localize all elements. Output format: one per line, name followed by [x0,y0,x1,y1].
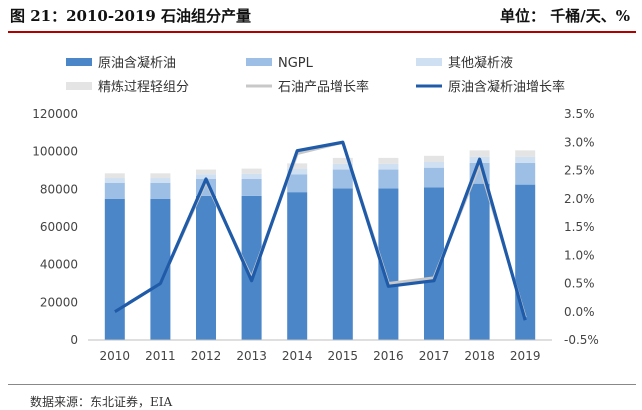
bar-segment-1 [378,169,399,189]
unit-label: 单位： 千桶/天、% [500,7,630,25]
bar-segment-3 [378,157,399,164]
bar-segment-2 [104,178,125,183]
y-right-tick-label: 0.5% [564,277,595,291]
bar-segment-1 [424,167,444,188]
bar-segment-0 [424,187,444,340]
y-right-tick-label: 1.5% [564,220,595,234]
y-left-tick-label: 80000 [40,182,78,196]
x-tick-label: 2010 [100,349,131,363]
bar-segment-3 [241,168,262,174]
bar-segment-3 [196,169,216,175]
y-right-tick-label: 3.0% [564,135,595,149]
x-tick-label: 2016 [373,349,404,363]
bar-segment-2 [332,163,353,170]
legend-label-1: NGPL [278,56,314,71]
legend-swatch-1 [246,58,272,66]
condensate-growth-line [113,140,527,321]
bar-segment-0 [150,198,171,340]
title-rule [8,31,636,33]
bar-segment-1 [150,182,171,199]
x-tick-label: 2019 [510,349,541,363]
bar-segment-3 [515,150,536,157]
bar-segment-3 [104,173,125,179]
legend-label-4: 石油产品增长率 [278,79,369,95]
legend-label-3: 精炼过程轻组分 [98,80,189,95]
y-right-tick-label: 2.0% [564,192,595,206]
y-right-tick-label: 1.0% [564,248,595,262]
header: 图 21：2010-2019 石油组分产量 单位： 千桶/天、% [0,0,642,32]
y-left-tick-label: 120000 [32,107,78,121]
y-left-tick-label: 40000 [40,258,78,272]
legend-label-5: 原油含凝析油增长率 [448,79,565,95]
y-left-tick-label: 0 [70,333,78,347]
bar-segment-3 [287,163,308,169]
product-growth-line [114,140,527,318]
x-tick-label: 2015 [328,349,359,363]
bar-segment-0 [287,192,308,340]
legend-swatch-3 [66,82,92,90]
footer-rule [8,384,636,385]
bar-segment-1 [104,182,125,199]
legend-label-0: 原油含凝析油 [98,55,176,71]
bar-segment-2 [196,174,216,179]
y-left-tick-label: 100000 [32,145,78,159]
bar-segment-2 [150,178,171,183]
bar-segment-1 [515,162,536,185]
bar-segment-3 [332,157,353,164]
bar-segment-0 [196,195,216,340]
x-tick-label: 2013 [236,349,267,363]
bar-segment-2 [378,163,399,170]
source-note: 数据来源：东北证券，EIA [30,395,173,409]
y-right-tick-label: 2.5% [564,164,595,178]
y-left-tick-label: 20000 [40,295,78,309]
bar-segment-0 [332,188,353,340]
bar-segment-2 [515,156,536,163]
bar-segment-1 [287,174,308,193]
bar-segment-3 [424,155,444,163]
chart-title: 图 21：2010-2019 石油组分产量 [10,7,252,25]
bar-segment-0 [241,195,262,340]
y-right-tick-label: 0.0% [564,305,595,319]
bar-segment-1 [241,178,262,196]
x-tick-label: 2011 [145,349,176,363]
x-tick-label: 2012 [191,349,222,363]
y-left-tick-label: 60000 [40,220,78,234]
legend-swatch-2 [416,58,442,66]
bar-segment-0 [378,188,399,340]
bar-segment-1 [332,169,353,189]
x-tick-label: 2014 [282,349,313,363]
bar-segment-0 [104,198,125,340]
x-tick-label: 2017 [419,349,450,363]
legend-label-2: 其他凝析液 [448,55,513,71]
bar-segment-0 [469,183,490,340]
y-right-tick-label: -0.5% [564,333,599,347]
bar-segment-2 [241,173,262,179]
bar-segment-3 [469,150,490,157]
legend-swatch-0 [66,58,92,66]
x-tick-label: 2018 [464,349,495,363]
bar-segment-2 [424,162,444,168]
bar-segment-3 [150,173,171,179]
y-right-tick-label: 3.5% [564,107,595,121]
bar-segment-2 [287,168,308,175]
